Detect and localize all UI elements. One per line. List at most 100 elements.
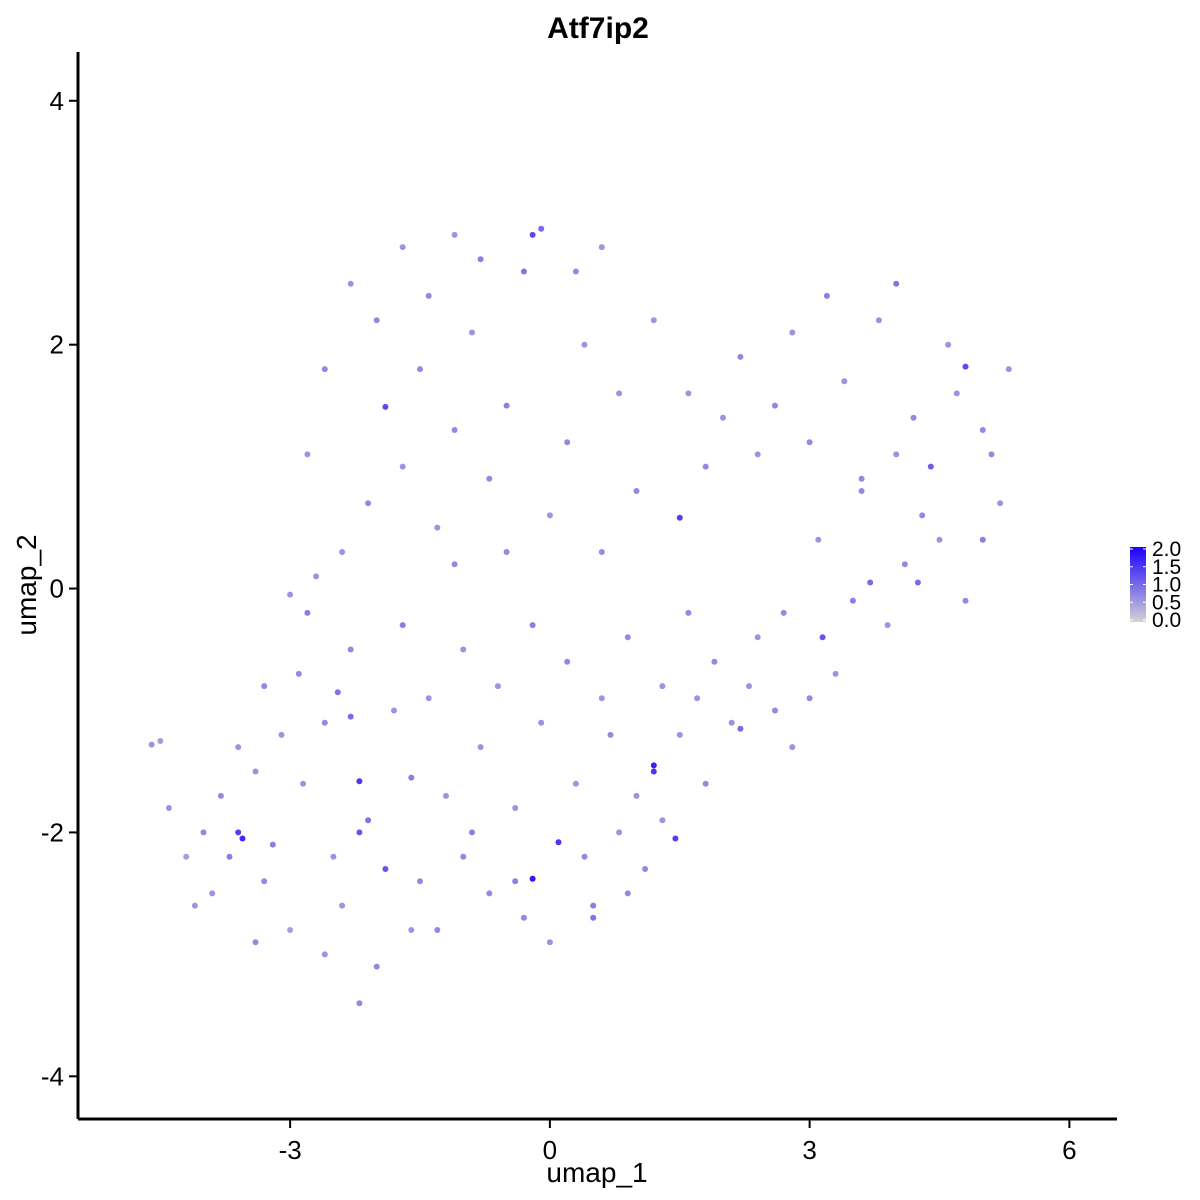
data-point bbox=[642, 866, 649, 872]
data-point bbox=[451, 561, 458, 568]
data-point bbox=[191, 902, 198, 909]
data-point bbox=[858, 475, 865, 482]
data-point bbox=[226, 853, 233, 860]
data-point bbox=[616, 390, 623, 397]
data-point bbox=[702, 780, 709, 787]
data-point bbox=[737, 353, 744, 360]
y-tick-label: 0 bbox=[50, 574, 64, 604]
data-point bbox=[806, 439, 813, 446]
data-point bbox=[945, 341, 952, 348]
data-point bbox=[239, 835, 246, 842]
data-point bbox=[373, 963, 380, 970]
data-point bbox=[737, 725, 744, 732]
data-point bbox=[538, 719, 545, 726]
data-point bbox=[849, 597, 856, 604]
data-point bbox=[252, 768, 259, 775]
y-tick-label: 4 bbox=[50, 86, 64, 116]
data-point bbox=[988, 451, 995, 458]
data-point bbox=[334, 689, 341, 696]
x-tick-label: -3 bbox=[279, 1135, 302, 1165]
data-point bbox=[235, 829, 242, 836]
data-point bbox=[676, 731, 683, 738]
data-point bbox=[927, 463, 934, 470]
x-tick-label: 3 bbox=[802, 1135, 816, 1165]
data-point bbox=[659, 817, 666, 824]
data-point bbox=[356, 1000, 363, 1007]
data-point bbox=[356, 829, 363, 836]
data-point bbox=[538, 225, 545, 232]
data-point bbox=[672, 835, 679, 842]
data-point bbox=[875, 317, 882, 324]
data-point bbox=[339, 902, 346, 909]
data-point bbox=[867, 579, 874, 586]
data-point bbox=[434, 524, 441, 531]
data-point bbox=[477, 744, 484, 751]
data-point bbox=[460, 646, 467, 653]
data-point bbox=[209, 890, 216, 897]
points-layer bbox=[148, 225, 1012, 1007]
data-point bbox=[806, 695, 813, 702]
data-point bbox=[555, 839, 562, 846]
data-point bbox=[287, 927, 294, 933]
data-point bbox=[451, 231, 458, 238]
data-point bbox=[997, 500, 1004, 507]
data-point bbox=[772, 402, 778, 409]
data-point bbox=[746, 683, 752, 690]
x-tick-label: 0 bbox=[543, 1135, 557, 1165]
data-point bbox=[408, 774, 415, 781]
data-point bbox=[417, 878, 423, 885]
colorbar bbox=[1130, 547, 1146, 622]
data-point bbox=[884, 622, 891, 629]
data-point bbox=[979, 536, 986, 543]
data-point bbox=[261, 683, 268, 690]
data-point bbox=[624, 634, 631, 641]
data-point bbox=[300, 780, 307, 787]
data-point bbox=[399, 622, 406, 629]
data-point bbox=[590, 914, 597, 921]
data-point bbox=[477, 256, 484, 263]
data-point bbox=[443, 792, 449, 799]
data-point bbox=[365, 817, 372, 824]
colorbar-ticks: 2.01.51.00.50.0 bbox=[1130, 538, 1181, 632]
data-point bbox=[633, 488, 640, 494]
data-point bbox=[754, 634, 761, 641]
data-point bbox=[157, 738, 164, 744]
data-point bbox=[910, 414, 917, 421]
data-point bbox=[512, 878, 519, 885]
data-point bbox=[694, 695, 701, 702]
data-point bbox=[417, 366, 423, 373]
data-point bbox=[546, 939, 553, 946]
data-point bbox=[832, 670, 839, 677]
data-point bbox=[581, 853, 588, 860]
data-point bbox=[772, 707, 778, 714]
data-point bbox=[503, 549, 510, 555]
data-point bbox=[434, 927, 441, 933]
data-point bbox=[754, 451, 761, 458]
y-axis-ticks: -4 -2 0 2 4 bbox=[41, 86, 78, 1091]
data-point bbox=[529, 231, 536, 238]
data-point bbox=[728, 719, 735, 726]
data-point bbox=[486, 475, 493, 482]
data-point bbox=[914, 579, 921, 586]
data-point bbox=[953, 390, 960, 397]
data-point bbox=[460, 853, 467, 860]
colorbar-tick-label: 2.0 bbox=[1152, 538, 1181, 561]
data-point bbox=[503, 402, 510, 409]
data-point bbox=[546, 512, 553, 519]
data-point bbox=[295, 670, 302, 677]
data-point bbox=[278, 731, 285, 738]
data-point bbox=[919, 512, 926, 519]
data-point bbox=[624, 890, 631, 897]
data-point bbox=[399, 463, 406, 470]
data-point bbox=[598, 549, 605, 555]
data-point bbox=[520, 268, 527, 275]
data-point bbox=[382, 866, 389, 872]
data-point bbox=[529, 875, 536, 882]
data-point bbox=[451, 427, 458, 433]
data-point bbox=[512, 805, 519, 811]
data-point bbox=[520, 914, 527, 921]
data-point bbox=[304, 451, 311, 458]
data-point bbox=[425, 292, 432, 299]
data-point bbox=[676, 514, 683, 521]
data-point bbox=[313, 573, 320, 580]
